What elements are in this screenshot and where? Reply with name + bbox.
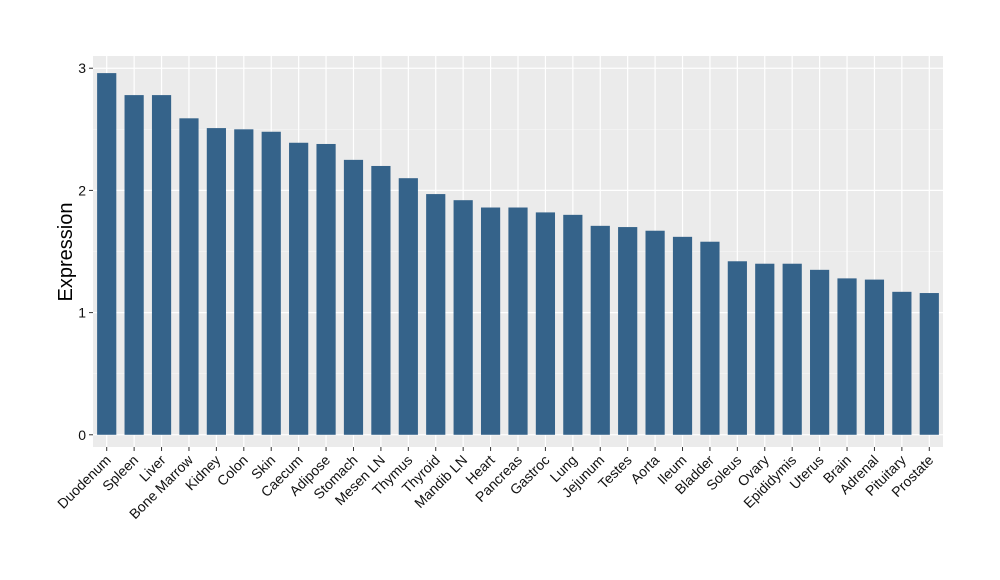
bar (179, 118, 199, 435)
bar (755, 263, 775, 435)
bar (206, 128, 226, 435)
y-tick-label: 0 (78, 427, 86, 443)
bar (837, 278, 857, 435)
y-axis: 0 1 2 3 (78, 60, 93, 443)
bar (590, 225, 610, 435)
bar (919, 293, 939, 435)
bar (398, 178, 418, 435)
bar (261, 131, 281, 435)
bar (453, 200, 473, 435)
bar (508, 207, 528, 435)
x-tick-label: Colon (214, 452, 251, 489)
bar (316, 143, 336, 435)
y-axis-title: Expression (55, 203, 77, 302)
bar (151, 95, 172, 435)
y-tick-label: 3 (78, 60, 86, 76)
bar (343, 159, 364, 435)
bar (97, 73, 117, 435)
bar (782, 263, 802, 435)
bar (864, 279, 885, 435)
bar-series (97, 73, 939, 435)
bar (700, 241, 720, 435)
bar (727, 261, 747, 435)
y-tick-label: 1 (78, 305, 86, 321)
y-tick-label: 2 (78, 182, 86, 198)
bar (535, 212, 556, 435)
bar (480, 207, 501, 435)
bar (672, 236, 693, 435)
bar (645, 230, 665, 435)
bar (371, 165, 391, 435)
bar (618, 227, 638, 435)
bar (289, 142, 309, 435)
bar (563, 214, 583, 435)
bar (810, 269, 830, 435)
bar (124, 95, 144, 435)
x-tick-label: Aorta (627, 452, 662, 487)
bar (892, 291, 912, 435)
bar (426, 194, 446, 435)
bar (234, 129, 254, 435)
